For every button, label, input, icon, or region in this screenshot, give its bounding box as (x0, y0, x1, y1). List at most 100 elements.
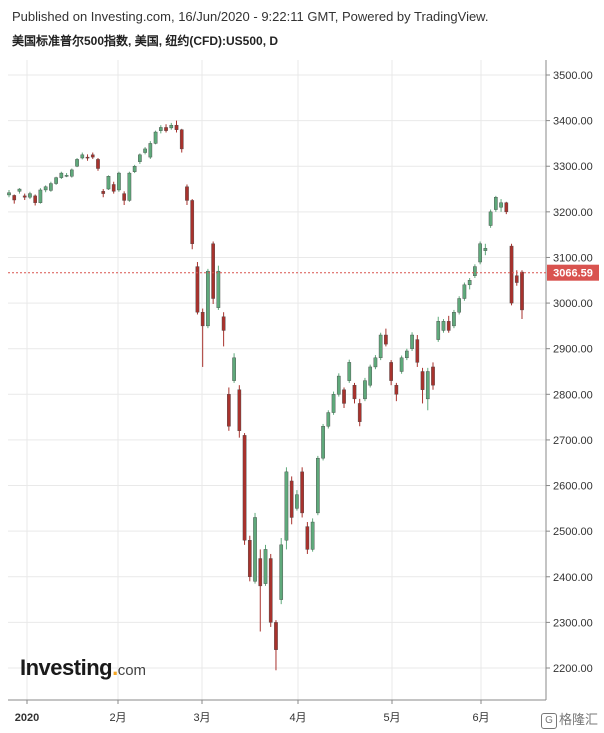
y-tick-label: 3100.00 (553, 252, 593, 264)
candle-body (373, 357, 378, 368)
candle (279, 537, 284, 605)
candle-body (28, 193, 32, 198)
last-price-tag (547, 264, 599, 281)
candle-body (153, 131, 158, 144)
candle (321, 423, 325, 461)
candle (232, 353, 236, 383)
candle (399, 355, 404, 374)
candle-body (200, 312, 205, 327)
candle-body (174, 124, 179, 130)
candle-body (59, 172, 64, 178)
candle (143, 147, 147, 155)
candle-body (258, 558, 263, 587)
candle (488, 209, 493, 228)
candle-body (49, 183, 53, 191)
y-tick-label: 3200.00 (553, 207, 593, 219)
watermark-g-icon: G (540, 713, 557, 729)
candle (462, 282, 467, 301)
candle-body (520, 271, 524, 311)
candle (389, 360, 393, 386)
candle-body (467, 280, 472, 286)
candle (75, 158, 79, 168)
candle-body (279, 544, 284, 600)
candle-body (69, 169, 74, 177)
candle (431, 362, 435, 390)
candle (368, 364, 373, 388)
candle (446, 315, 451, 333)
candle (106, 175, 111, 190)
candle-body (96, 159, 100, 169)
candle (258, 549, 263, 632)
watermark: G 格隆汇 (540, 709, 598, 729)
candle-body (143, 148, 147, 153)
candle-body (473, 266, 477, 276)
candle (274, 620, 278, 671)
candle (216, 265, 221, 310)
candle (263, 544, 268, 586)
candle-body (509, 245, 514, 304)
candle (425, 367, 430, 411)
candle (284, 467, 289, 550)
candle-body (425, 371, 430, 400)
candle-body (101, 191, 106, 194)
candle-body (420, 371, 425, 390)
candle-body (127, 172, 132, 201)
y-tick-label: 2500.00 (553, 526, 593, 538)
watermark-text: 格隆汇 (558, 712, 598, 728)
candle (520, 270, 524, 320)
y-tick-label: 2400.00 (553, 572, 593, 584)
candle (206, 268, 210, 329)
candle (185, 184, 189, 206)
chart-grid (8, 60, 546, 700)
candle (12, 194, 17, 204)
candle (101, 189, 106, 198)
y-tick-label: 2300.00 (553, 617, 593, 629)
y-tick-label: 2900.00 (553, 344, 593, 356)
candle-body (12, 195, 17, 201)
logo-suffix: com (117, 662, 147, 679)
candle (253, 512, 257, 584)
candle-body (289, 480, 294, 518)
y-tick-label: 3000.00 (553, 298, 593, 310)
candle-body (190, 200, 195, 244)
candle (336, 373, 341, 397)
candles (7, 120, 524, 671)
candle-body (169, 124, 174, 129)
candle (49, 181, 53, 192)
candle-body (452, 312, 456, 327)
candle (415, 335, 420, 367)
candle (242, 433, 247, 545)
logo-dot: . (112, 655, 118, 680)
candle (326, 410, 331, 429)
candle-body (310, 521, 315, 550)
candle-body (494, 197, 498, 210)
candle-body (389, 362, 393, 381)
candle (420, 367, 425, 404)
candle (384, 328, 388, 347)
candle (410, 332, 414, 351)
candle (300, 467, 304, 518)
candle-body (17, 188, 22, 192)
candle (305, 522, 310, 554)
candle (441, 319, 446, 333)
candle (54, 176, 58, 185)
candle (195, 262, 200, 315)
candle (90, 152, 95, 159)
candle-body (221, 316, 226, 331)
candle-body (64, 175, 69, 177)
candle-body (85, 156, 90, 159)
candle (363, 377, 367, 402)
candle (357, 398, 362, 427)
candle-body (284, 471, 289, 541)
candle (452, 309, 456, 329)
candle-body (227, 394, 231, 427)
candle (331, 391, 336, 415)
candle-body (274, 622, 278, 650)
candle (17, 188, 22, 194)
candle (85, 154, 90, 161)
candle (96, 158, 100, 171)
y-tick-label: 3500.00 (553, 70, 593, 82)
candle-body (216, 270, 221, 308)
candle-body (206, 270, 210, 327)
